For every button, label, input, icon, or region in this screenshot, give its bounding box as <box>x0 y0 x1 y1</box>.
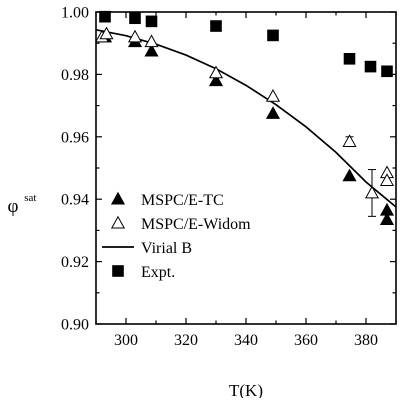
series-mspc-e-widom <box>94 26 395 217</box>
y-axis-title-superscript: sat <box>24 192 36 204</box>
data-point <box>265 89 281 102</box>
series-expt <box>99 10 393 78</box>
x-tick-label: 320 <box>174 332 198 349</box>
data-point <box>342 168 357 182</box>
legend-label: MSPC/E-TC <box>141 192 224 209</box>
y-tick-label: 0.94 <box>61 192 89 209</box>
data-point <box>265 106 281 119</box>
legend-label: Expt. <box>141 264 175 281</box>
y-tick-label: 0.98 <box>61 67 89 84</box>
x-tick-label: 340 <box>234 332 258 349</box>
data-point <box>145 15 158 28</box>
legend-item-mspc-e-tc: MSPC/E-TC <box>110 191 224 209</box>
data-point <box>267 29 279 42</box>
legend-marker <box>110 191 126 205</box>
series-line-virial-b <box>95 28 397 208</box>
data-point <box>364 60 377 73</box>
legend-item-virial-b: Virial B <box>102 240 192 257</box>
y-tick-label: 0.96 <box>61 129 89 146</box>
x-tick-label: 380 <box>354 332 378 349</box>
data-point <box>364 185 380 199</box>
data-point <box>381 65 393 78</box>
markers-group <box>94 10 395 225</box>
y-axis-title: φ sat <box>8 192 37 217</box>
x-tick-label: 300 <box>114 332 138 349</box>
x-axis-title: T(K) <box>229 381 263 398</box>
x-tick-label: 360 <box>294 332 318 349</box>
data-point <box>208 73 224 87</box>
data-point <box>144 34 159 48</box>
data-point <box>99 26 114 40</box>
legend-marker <box>110 215 126 229</box>
y-tick-label: 1.00 <box>61 5 89 22</box>
data-point <box>342 134 357 147</box>
data-point <box>99 10 111 23</box>
y-axis-title-symbol: φ <box>8 196 19 217</box>
legend-label: MSPC/E-Widom <box>141 216 251 233</box>
legend-item-mspc-e-widom: MSPC/E-Widom <box>110 215 251 233</box>
data-point <box>379 173 395 186</box>
curves-group <box>95 28 397 208</box>
data-point <box>129 12 141 25</box>
y-tick-label: 0.90 <box>61 317 89 334</box>
legend-item-expt: Expt. <box>112 264 175 281</box>
data-point <box>208 65 224 79</box>
data-point <box>379 212 395 225</box>
legend: MSPC/E-TC MSPC/E-Widom Virial B Expt. <box>102 191 251 281</box>
legend-marker <box>112 265 124 277</box>
data-point <box>127 29 143 43</box>
data-point <box>210 20 222 32</box>
data-point <box>144 43 159 57</box>
data-point <box>343 53 356 65</box>
y-tick-label: 0.92 <box>61 254 89 271</box>
legend-label: Virial B <box>141 240 192 257</box>
axes-group: 300 320 340 360 380 0.90 0.92 0.94 0.96 0.98 1.00 <box>61 5 397 349</box>
